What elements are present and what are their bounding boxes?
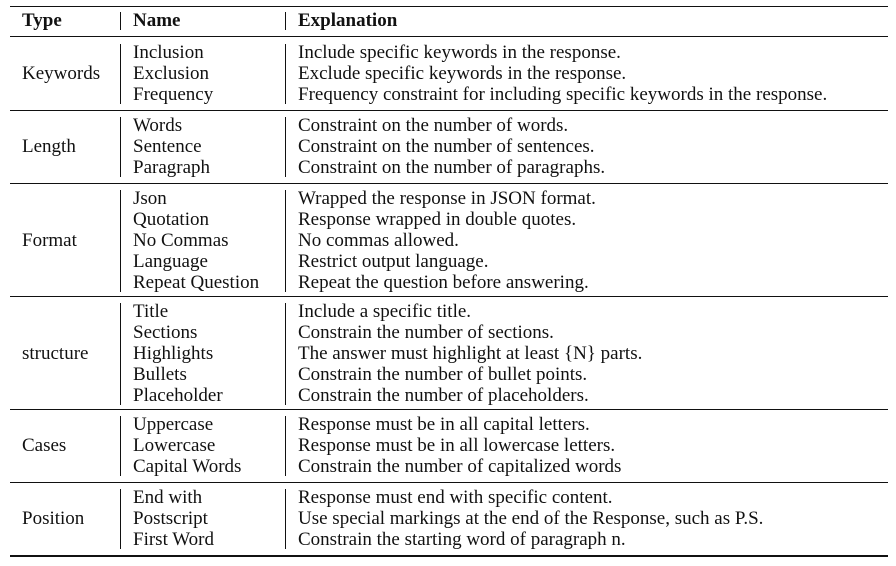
column-divider bbox=[285, 303, 286, 405]
group-type-label: Length bbox=[22, 136, 76, 157]
constraint-explanation: Response must be in all lowercase letter… bbox=[298, 435, 616, 456]
name-column: Words Sentence Paragraph bbox=[133, 115, 210, 178]
constraint-name: Title bbox=[133, 301, 169, 322]
constraint-explanation: Repeat the question before answering. bbox=[298, 272, 589, 293]
constraint-name: Json bbox=[133, 188, 167, 209]
group-separator bbox=[10, 110, 888, 111]
header-rule bbox=[10, 36, 888, 37]
name-column: Inclusion Exclusion Frequency bbox=[133, 42, 213, 105]
constraint-explanation: Constrain the starting word of paragraph… bbox=[298, 529, 626, 550]
column-divider bbox=[285, 489, 286, 549]
constraint-name: End with bbox=[133, 487, 203, 508]
constraint-name: Language bbox=[133, 251, 208, 272]
constraint-explanation: Response wrapped in double quotes. bbox=[298, 209, 577, 230]
column-divider bbox=[120, 489, 121, 549]
header-name: Name bbox=[133, 10, 181, 31]
constraint-name: Repeat Question bbox=[133, 272, 260, 293]
header-type: Type bbox=[22, 10, 62, 31]
explanation-column: Constraint on the number of words. Constr… bbox=[298, 115, 605, 178]
constraint-explanation: Response must be in all capital letters. bbox=[298, 414, 590, 435]
constraint-explanation: Constraint on the number of paragraphs. bbox=[298, 157, 606, 178]
column-divider bbox=[285, 416, 286, 476]
top-rule bbox=[10, 6, 888, 7]
name-column: Json Quotation No Commas Language Repeat Que… bbox=[133, 188, 259, 293]
constraint-explanation: Include a specific title. bbox=[298, 301, 472, 322]
constraint-explanation: Constrain the number of placeholders. bbox=[298, 385, 589, 406]
constraint-explanation: The answer must highlight at least {N} p… bbox=[298, 343, 643, 364]
constraint-name: Postscript bbox=[133, 508, 208, 529]
header-divider bbox=[285, 12, 286, 30]
group-type-label: Keywords bbox=[22, 63, 101, 84]
header-explanation: Explanation bbox=[298, 10, 398, 31]
constraint-name: Inclusion bbox=[133, 42, 204, 63]
constraint-name: Sentence bbox=[133, 136, 202, 157]
explanation-column: Include a specific title. Constrain the n… bbox=[298, 301, 642, 406]
bottom-rule bbox=[10, 555, 888, 557]
constraint-explanation: Response must end with specific content. bbox=[298, 487, 613, 508]
group-separator bbox=[10, 183, 888, 184]
group-type-label: Cases bbox=[22, 435, 67, 456]
explanation-column: Response must end with specific content.… bbox=[298, 487, 763, 550]
constraint-explanation: Constrain the number of capitalized word… bbox=[298, 456, 622, 477]
constraint-name: Uppercase bbox=[133, 414, 214, 435]
column-divider bbox=[120, 117, 121, 177]
constraint-explanation: Constraint on the number of sentences. bbox=[298, 136, 595, 157]
header-divider bbox=[120, 12, 121, 30]
column-divider bbox=[285, 44, 286, 104]
constraint-name: Paragraph bbox=[133, 157, 211, 178]
constraint-name: Exclusion bbox=[133, 63, 209, 84]
name-column: Uppercase Lowercase Capital Words bbox=[133, 414, 241, 477]
constraint-explanation: Use special markings at the end of the R… bbox=[298, 508, 764, 529]
group-separator bbox=[10, 482, 888, 483]
constraint-name: Placeholder bbox=[133, 385, 223, 406]
constraint-name: Quotation bbox=[133, 209, 209, 230]
constraint-name: Frequency bbox=[133, 84, 214, 105]
explanation-column: Response must be in all capital letters.… bbox=[298, 414, 621, 477]
constraint-name: Lowercase bbox=[133, 435, 216, 456]
constraint-name: Sections bbox=[133, 322, 198, 343]
column-divider bbox=[285, 190, 286, 292]
constraint-name: Bullets bbox=[133, 364, 187, 385]
constraint-explanation: Restrict output language. bbox=[298, 251, 489, 272]
constraint-explanation: Frequency constraint for including speci… bbox=[298, 84, 828, 105]
column-divider bbox=[285, 117, 286, 177]
group-separator bbox=[10, 296, 888, 297]
constraint-explanation: Include specific keywords in the respons… bbox=[298, 42, 621, 63]
constraint-explanation: No commas allowed. bbox=[298, 230, 459, 251]
group-separator bbox=[10, 409, 888, 410]
group-type-label: structure bbox=[22, 343, 89, 364]
column-divider bbox=[120, 44, 121, 104]
name-column: End with Postscript First Word bbox=[133, 487, 214, 550]
group-type-label: Format bbox=[22, 230, 77, 251]
explanation-column: Wrapped the response in JSON format. Resp… bbox=[298, 188, 596, 293]
constraint-name: No Commas bbox=[133, 230, 229, 251]
group-type-label: Position bbox=[22, 508, 85, 529]
explanation-column: Include specific keywords in the respons… bbox=[298, 42, 827, 105]
constraint-name: Words bbox=[133, 115, 183, 136]
column-divider bbox=[120, 303, 121, 405]
constraint-name: Capital Words bbox=[133, 456, 242, 477]
name-column: Title Sections Highlights Bullets Placeholde… bbox=[133, 301, 223, 406]
column-divider bbox=[120, 190, 121, 292]
constraint-explanation: Constrain the number of bullet points. bbox=[298, 364, 588, 385]
constraint-explanation: Constrain the number of sections. bbox=[298, 322, 554, 343]
constraint-name: First Word bbox=[133, 529, 214, 550]
constraint-explanation: Wrapped the response in JSON format. bbox=[298, 188, 596, 209]
constraint-explanation: Constraint on the number of words. bbox=[298, 115, 569, 136]
constraint-explanation: Exclude specific keywords in the respons… bbox=[298, 63, 627, 84]
column-divider bbox=[120, 416, 121, 476]
constraint-name: Highlights bbox=[133, 343, 214, 364]
